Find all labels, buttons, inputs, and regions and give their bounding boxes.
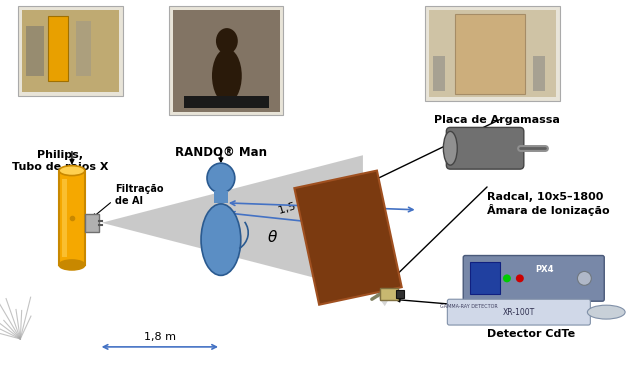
Text: Filtração
de Al: Filtração de Al [115,184,163,206]
Bar [169,6,284,116]
Bar [19,6,123,96]
Circle shape [577,272,591,285]
Text: Philips,
Tubo de raios X: Philips, Tubo de raios X [12,150,108,172]
Text: 1,5 m: 1,5 m [278,197,311,216]
Bar [433,56,446,91]
Text: GAMMA-RAY DETECTOR: GAMMA-RAY DETECTOR [440,304,498,309]
Polygon shape [101,155,363,290]
Bar [59,171,85,265]
Bar [429,10,555,96]
FancyBboxPatch shape [447,299,591,325]
Bar [62,178,67,257]
Text: Placa de Argamassa
Baritada: Placa de Argamassa Baritada [434,116,560,137]
Ellipse shape [201,204,241,275]
Circle shape [516,275,524,282]
Ellipse shape [59,260,85,270]
Text: XR-100T: XR-100T [503,308,535,317]
Bar [219,53,235,63]
FancyBboxPatch shape [464,255,604,301]
FancyBboxPatch shape [446,128,524,169]
Bar [48,16,68,81]
Bar [76,21,91,76]
Bar [426,6,560,101]
Text: Sistema PX4 e
Detector CdTe: Sistema PX4 e Detector CdTe [487,317,577,339]
Text: RANDO® Man: RANDO® Man [175,146,267,159]
Bar [173,10,279,111]
Ellipse shape [59,166,85,175]
Bar [85,214,99,232]
Text: PX4: PX4 [535,265,554,274]
Bar [533,56,544,91]
Bar [380,288,397,300]
Bar [429,10,555,96]
Bar [26,26,44,76]
Bar [395,290,404,298]
Text: Radcal, 10x5–1800
Âmara de Ionização: Radcal, 10x5–1800 Âmara de Ionização [487,192,610,216]
Bar [295,171,402,305]
Bar [455,14,525,94]
Ellipse shape [587,305,625,319]
Bar [214,191,228,203]
Text: θ: θ [268,230,277,245]
Text: 1,8 m: 1,8 m [144,332,176,342]
Ellipse shape [444,131,457,165]
Ellipse shape [207,163,235,193]
Bar [470,263,500,294]
Ellipse shape [216,28,238,54]
Bar [22,10,119,92]
Circle shape [503,275,511,282]
Bar [184,96,268,108]
Polygon shape [353,252,395,306]
Ellipse shape [212,49,242,103]
Text: 2,0 m: 2,0 m [295,182,329,199]
